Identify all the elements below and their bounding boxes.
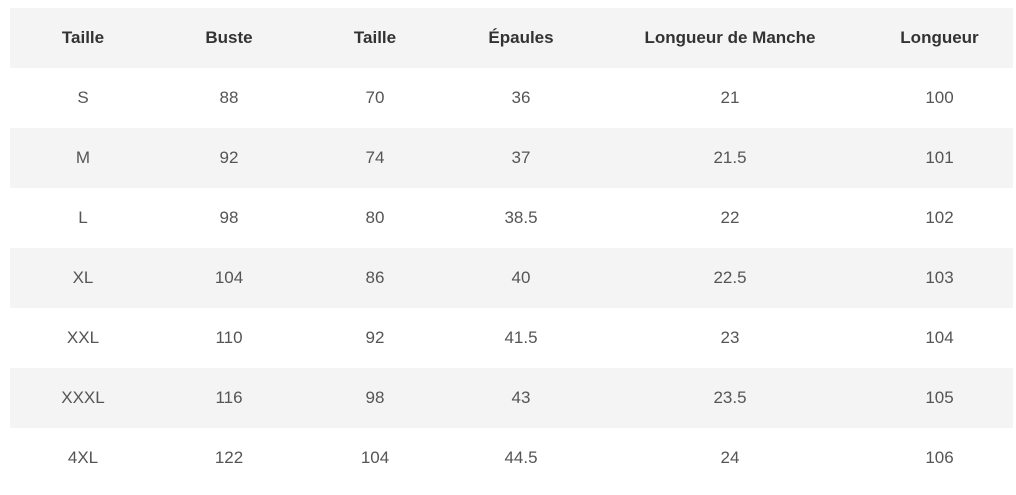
table-cell: 100: [925, 88, 954, 107]
table-cell: L: [78, 208, 88, 227]
table-cell: 105: [925, 388, 954, 407]
header-cell: Longueur de Manche: [644, 28, 816, 47]
table-cell: XL: [72, 268, 94, 287]
header-cell: Longueur: [900, 28, 979, 47]
table-cell: 44.5: [504, 448, 538, 467]
table-cell: 92: [219, 148, 239, 167]
table-cell: 37: [511, 148, 531, 167]
table-row: M 92 74 37 21.5 101: [10, 128, 1013, 188]
table-row: XXL 110 92 41.5 23 104: [10, 308, 1013, 368]
table-cell: 122: [214, 448, 244, 467]
table-cell: 43: [511, 388, 531, 407]
table-cell: 92: [365, 328, 385, 347]
table-cell: 106: [925, 448, 954, 467]
table-cell: 22.5: [713, 268, 747, 287]
table-cell: 21: [720, 88, 740, 107]
table-cell: 41.5: [504, 328, 538, 347]
table-cell: 98: [365, 388, 385, 407]
table-cell: 110: [215, 328, 243, 347]
table-cell: 36: [511, 88, 531, 107]
table-cell: 116: [215, 388, 243, 407]
header-cell: Taille: [61, 28, 105, 47]
table-cell: 38.5: [504, 208, 538, 227]
table-cell: M: [75, 148, 91, 167]
table-cell: 104: [360, 448, 390, 467]
header-row: Taille Buste Taille Épaules Longueur de Manc…: [10, 8, 1013, 68]
size-table: Taille Buste Taille Épaules Longueur de Manc…: [10, 8, 1013, 488]
table-row: XL 104 86 40 22.5 103: [10, 248, 1013, 308]
table-cell: 21.5: [713, 148, 747, 167]
table-cell: S: [77, 88, 89, 107]
table-cell: 80: [365, 208, 385, 227]
table-cell: 88: [219, 88, 239, 107]
table-cell: 86: [365, 268, 385, 287]
header-cell: Buste: [205, 28, 253, 47]
table-cell: 104: [925, 328, 954, 347]
table-cell: 103: [925, 268, 954, 287]
table-cell: 101: [925, 148, 954, 167]
table-cell: 98: [219, 208, 239, 227]
table-row: XXXL 116 98 43 23.5 105: [10, 368, 1013, 428]
table-cell: 23.5: [713, 388, 747, 407]
table-cell: XXXL: [61, 388, 105, 407]
table-cell: XXL: [66, 328, 100, 347]
table-cell: 74: [365, 148, 385, 167]
table-row: S 88 70 36 21 100: [10, 68, 1013, 128]
table-row: L 98 80 38.5 22 102: [10, 188, 1013, 248]
header-cell: Épaules: [488, 28, 554, 47]
table-cell: 22: [720, 208, 740, 227]
table-cell: 104: [214, 268, 244, 287]
table-cell: 40: [511, 268, 531, 287]
table-cell: 70: [365, 88, 385, 107]
table-cell: 4XL: [67, 448, 99, 467]
table-cell: 23: [720, 328, 740, 347]
header-cell: Taille: [353, 28, 397, 47]
table-cell: 102: [925, 208, 954, 227]
table-body: S 88 70 36 21 100 M 92 74 37 21.5 101 L 98 80 38.5 22 102…: [10, 68, 1013, 488]
table-row: 4XL 122 104 44.5 24 106: [10, 428, 1013, 488]
table-cell: 24: [720, 448, 740, 467]
